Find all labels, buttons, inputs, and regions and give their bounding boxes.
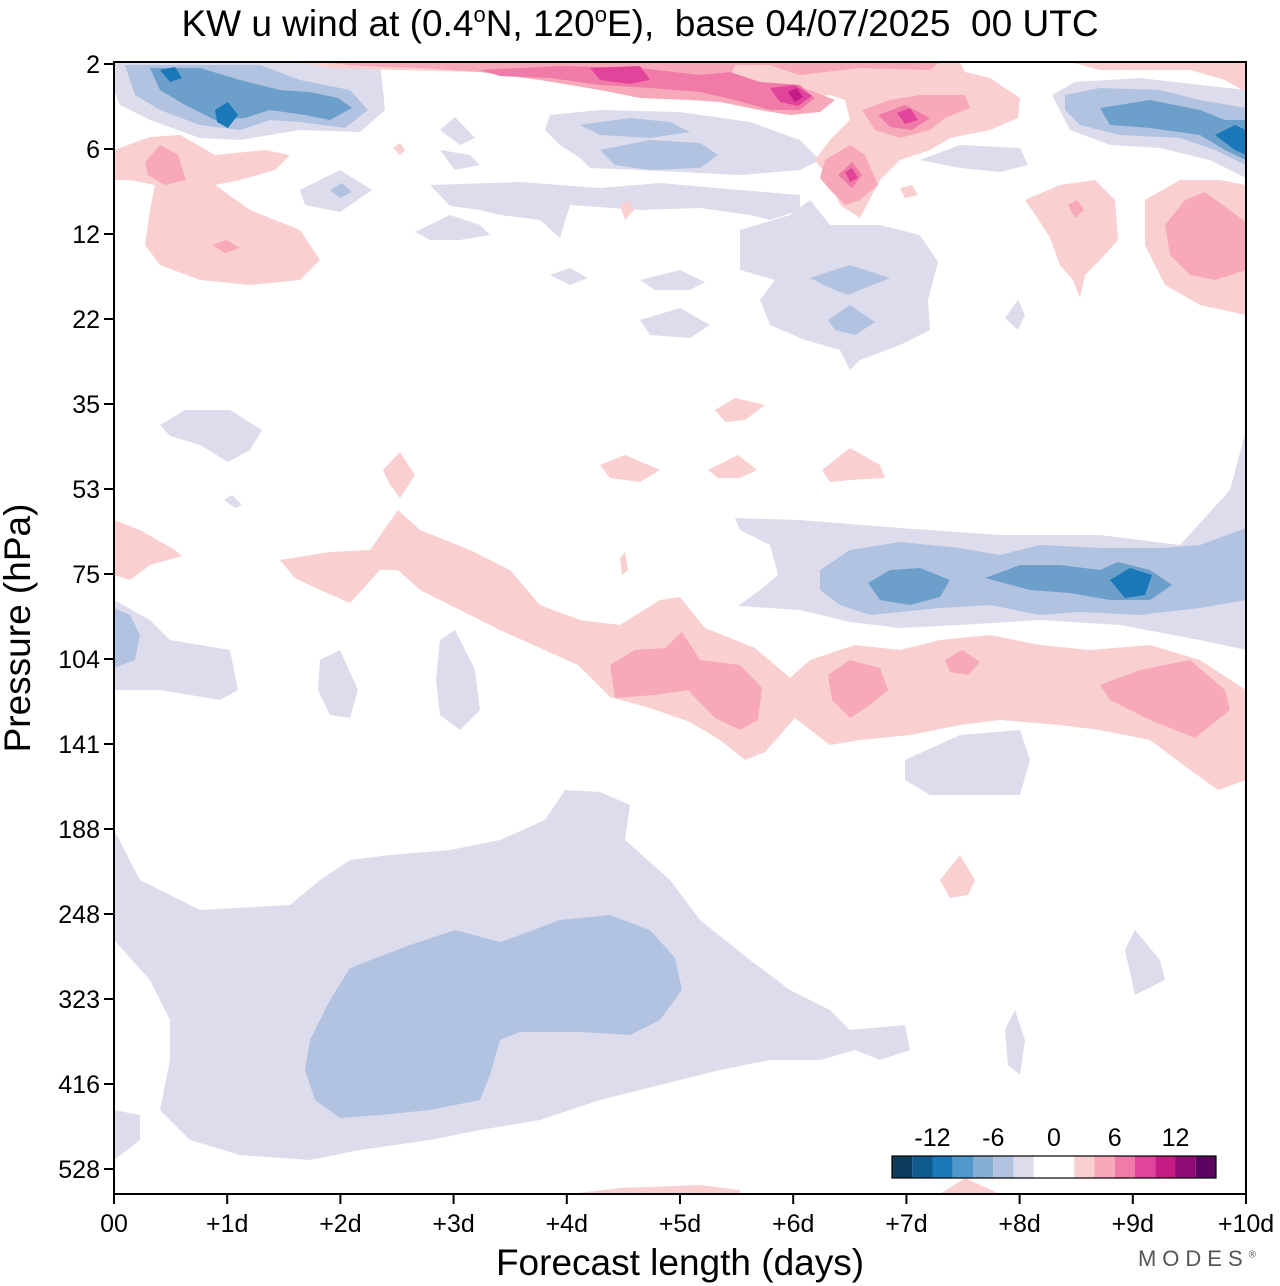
plot-area xyxy=(114,62,1246,1194)
y-tick-label: 75 xyxy=(72,561,100,589)
brand-registered-mark: ® xyxy=(1249,1250,1256,1261)
x-tick-label: +9d xyxy=(1112,1210,1154,1238)
y-tick-label: 35 xyxy=(72,391,100,419)
contour-pos1-65hpa xyxy=(620,552,628,575)
y-tick-label: 2 xyxy=(86,51,100,79)
y-tick-label: 12 xyxy=(72,221,100,249)
colorbar-cell xyxy=(1196,1156,1216,1178)
contour-pos1-53hpa-d xyxy=(822,448,885,482)
x-tick-label: +1d xyxy=(206,1210,248,1238)
contour-neg1-7hpa-right xyxy=(920,145,1028,172)
x-axis-label: Forecast length (days) xyxy=(496,1242,864,1283)
colorbar-cell xyxy=(1014,1156,1034,1178)
contour-pos1-small-a xyxy=(393,143,405,155)
y-tick-label: 6 xyxy=(86,136,100,164)
contour-neg1-surface-left xyxy=(114,1110,140,1160)
contour-neg1-141hpa xyxy=(905,730,1030,795)
x-tick-label: +7d xyxy=(885,1210,927,1238)
contour-neg1-35hpa xyxy=(160,410,262,462)
y-tick-label: 248 xyxy=(58,901,100,929)
contour-neg1-right-bottom xyxy=(1005,1010,1025,1075)
contour-neg1-104hpa-c xyxy=(436,630,480,730)
y-tick-label: 416 xyxy=(58,1071,100,1099)
colorbar-cell xyxy=(1155,1156,1175,1178)
title-degree-2: o xyxy=(595,2,607,27)
colorbar-cell xyxy=(892,1156,912,1178)
contour-pos1-upper-left xyxy=(114,135,320,285)
x-tick-label: +4d xyxy=(546,1210,588,1238)
contour-neg1-12hpa xyxy=(415,215,490,240)
colorbar-cell xyxy=(1034,1156,1054,1178)
contour-neg1-6hpa-small xyxy=(440,117,475,145)
title-lon-suffix: E), base 04/07/2025 00 UTC xyxy=(607,3,1099,44)
colorbar-cell xyxy=(1135,1156,1155,1178)
y-tick-label: 53 xyxy=(72,476,100,504)
colorbar-cell xyxy=(1054,1156,1074,1178)
contour-pos1-surface-b xyxy=(940,1178,1000,1194)
colorbar-tick-label: -12 xyxy=(914,1124,950,1152)
colorbar-cell xyxy=(912,1156,932,1178)
y-axis-label: Pressure (hPa) xyxy=(0,504,38,753)
x-tick-label: 00 xyxy=(100,1210,128,1238)
contour-pos1-10hpa-right xyxy=(1025,180,1118,298)
colorbar-cell xyxy=(1095,1156,1115,1178)
colorbar-tick-label: 6 xyxy=(1108,1124,1122,1152)
y-tick-label: 528 xyxy=(58,1156,100,1184)
title-degree-1: o xyxy=(473,2,485,27)
brand-name: MODES xyxy=(1138,1246,1249,1271)
contour-pos1-75hpa-left xyxy=(114,520,182,580)
contour-pos1-230hpa xyxy=(940,855,975,898)
contour-neg1-53hpa xyxy=(224,495,242,508)
contour-neg1-right-blob xyxy=(1125,930,1165,995)
colorbar-cell xyxy=(933,1156,953,1178)
x-tick-label: +2d xyxy=(319,1210,361,1238)
contour-pos1-surface xyxy=(570,1185,740,1194)
x-tick-label: +6d xyxy=(772,1210,814,1238)
colorbar-cell xyxy=(993,1156,1013,1178)
colorbar-cell xyxy=(953,1156,973,1178)
colorbar-tick-label: 12 xyxy=(1162,1124,1190,1152)
y-tick-label: 323 xyxy=(58,986,100,1014)
contour-pos1-53hpa-b xyxy=(600,455,660,482)
x-tick-label: +8d xyxy=(998,1210,1040,1238)
title-lat-suffix: N, 120 xyxy=(486,3,595,44)
colorbar-tick-label: 0 xyxy=(1047,1124,1061,1152)
contour-pos1-53hpa-a xyxy=(383,452,415,498)
y-tick-label: 188 xyxy=(58,816,100,844)
contour-pos1-35hpa xyxy=(715,398,765,422)
contour-pos1-53hpa-c xyxy=(708,455,757,478)
contour-neg1-75hpa-band xyxy=(735,430,1246,650)
y-axis: 2 6 12 22 35 53 75 104 141 188 248 323 416 528 xyxy=(58,51,114,1184)
contour-neg1-15hpa xyxy=(640,308,710,338)
x-tick-label: +3d xyxy=(432,1210,474,1238)
title-prefix: KW u wind at (0.4 xyxy=(181,3,473,44)
colorbar-cell xyxy=(1115,1156,1135,1178)
brand-logo: MODES® xyxy=(1138,1246,1256,1272)
x-tick-label: +10d xyxy=(1218,1210,1274,1238)
contour-neg1-18hpa xyxy=(550,268,588,285)
chart: 2 6 12 22 35 53 75 104 141 188 248 323 416 528 00 +1d +… xyxy=(0,0,1280,1286)
colorbar: -12 -6 0 6 12 xyxy=(892,1124,1216,1178)
contour-neg1-104hpa-b xyxy=(318,650,358,718)
contour-neg1-8hpa-b xyxy=(440,150,480,170)
x-tick-label: +5d xyxy=(659,1210,701,1238)
colorbar-cell xyxy=(1176,1156,1196,1178)
contour-neg1-18hpa-b xyxy=(640,270,705,290)
chart-title: KW u wind at (0.4oN, 120oE), base 04/07/… xyxy=(0,2,1280,45)
x-axis: 00 +1d +2d +3d +4d +5d +6d +7d +8d +9d +10d xyxy=(100,1194,1274,1238)
contour-neg1-22hpa-right xyxy=(1005,300,1025,330)
y-tick-label: 104 xyxy=(58,646,100,674)
y-tick-label: 22 xyxy=(72,306,100,334)
colorbar-cell xyxy=(973,1156,993,1178)
colorbar-cell xyxy=(1074,1156,1094,1178)
y-tick-label: 141 xyxy=(58,731,100,759)
colorbar-tick-label: -6 xyxy=(982,1124,1004,1152)
contour-pos1-8hpa-right xyxy=(900,185,918,198)
